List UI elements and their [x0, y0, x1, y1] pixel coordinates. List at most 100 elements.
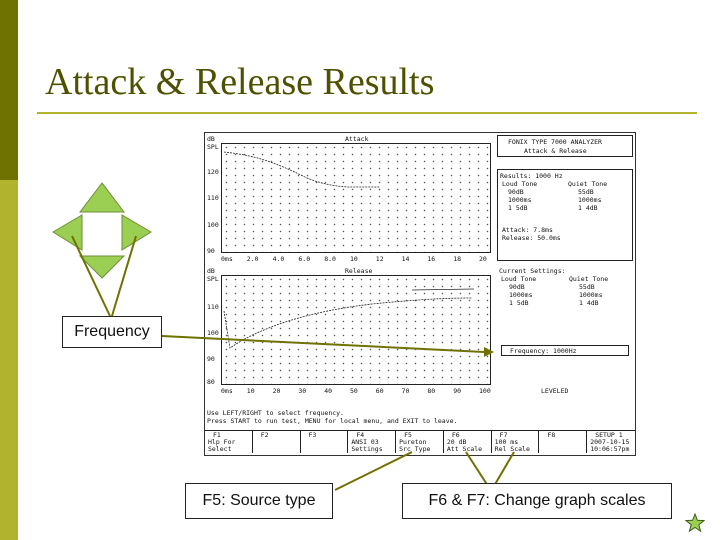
arrow-down-icon[interactable] — [78, 255, 126, 279]
function-key-key: F1 — [213, 431, 221, 439]
function-key-key: F8 — [547, 431, 556, 439]
function-key-f7[interactable]: F7 100 ms Rel Scale — [492, 431, 540, 453]
function-key-line2: Settings — [351, 445, 383, 453]
release-x-tick: 10 — [246, 387, 255, 395]
release-x-tick: 40 — [324, 387, 333, 395]
release-x-tick: 90 — [453, 387, 462, 395]
attack-x-tick: 0ms — [221, 255, 233, 263]
function-key-bar: F1 Hlp For Select F2 F3 F4 ANSI 03 Settings F5 Pu… — [205, 430, 635, 455]
function-key-line1: Hlp For — [208, 438, 236, 446]
function-key-f3[interactable]: F3 — [301, 431, 349, 453]
function-key-line2: Select — [208, 445, 232, 453]
function-key-f5[interactable]: F5 Pureton Src Type — [396, 431, 444, 453]
function-key-key: F2 — [260, 431, 269, 439]
release-graph-title: Release — [345, 267, 373, 275]
release-x-tick: 60 — [375, 387, 384, 395]
attack-x-tick: 6.0 — [298, 255, 311, 263]
results-loud-level: 90dB — [508, 188, 524, 196]
function-key-line1: Pureton — [399, 438, 427, 446]
sidebar-accent — [0, 0, 18, 540]
attack-y-tick: 120 — [207, 168, 219, 176]
function-key-line1: 2007-10-15 — [590, 438, 630, 446]
results-loud-duration: 1000ms — [508, 196, 532, 204]
arrow-up-icon[interactable] — [78, 182, 126, 213]
callout-line-f6 — [465, 451, 489, 487]
results-loud-header: Loud Tone — [502, 180, 538, 188]
release-x-tick: 30 — [298, 387, 307, 395]
release-y-tick: 110 — [207, 303, 219, 311]
function-key-f1[interactable]: F1 Hlp For Select — [205, 431, 253, 453]
release-unit-spl: SPL — [207, 275, 219, 283]
release-y-tick: 80 — [207, 378, 215, 386]
sidebar-accent-dark — [0, 0, 18, 180]
function-key-f6[interactable]: F6 20 dB Att Scale — [444, 431, 492, 453]
release-x-tick: 50 — [350, 387, 358, 395]
attack-x-tick: 18 — [453, 255, 462, 263]
function-key-line2: 10:06:57pm — [590, 445, 630, 453]
results-heading: Results: 1000 Hz — [500, 172, 563, 180]
function-key-key: F3 — [308, 431, 317, 439]
results-panel: Results: 1000 Hz Loud Tone 90dB 1000ms 1… — [497, 169, 633, 261]
results-quiet-tolerance: 1 4dB — [578, 204, 598, 212]
f6-f7-label: F6 & F7: Change graph scales — [402, 483, 672, 519]
attack-curve — [223, 151, 380, 188]
settings-loud-duration: 1000ms — [509, 291, 533, 299]
settings-quiet-duration: 1000ms — [579, 291, 603, 299]
function-key-key: F5 — [404, 431, 412, 439]
release-x-tick: 20 — [272, 387, 281, 395]
callout-line-frequency — [161, 335, 485, 353]
function-key-line2: Rel Scale — [494, 445, 530, 453]
results-attack: Attack: 7.8ms — [502, 226, 553, 234]
attack-x-tick: 8.0 — [324, 255, 336, 263]
star-icon — [685, 513, 705, 533]
results-quiet-header: Quiet Tone — [568, 180, 608, 188]
function-key-setup-1[interactable]: SETUP 1 2007-10-15 10:06:57pm — [587, 431, 635, 453]
release-x-tick: 70 — [401, 387, 410, 395]
function-key-key: F4 — [356, 431, 365, 439]
frequency-readout[interactable]: Frequency: 1000Hz — [501, 345, 629, 356]
release-curve — [223, 297, 473, 349]
release-x-tick: 0ms — [221, 387, 233, 395]
attack-unit-db: dB — [207, 135, 215, 143]
attack-x-tick: 4.0 — [272, 255, 285, 263]
function-key-line1: 100 ms — [494, 438, 519, 446]
callout-arrowhead — [484, 347, 494, 357]
results-quiet-duration: 1000ms — [578, 196, 602, 204]
frequency-readout-text: Frequency: 1000Hz — [510, 347, 577, 355]
attack-unit-spl: SPL — [207, 143, 219, 151]
f5-label: F5: Source type — [185, 483, 333, 519]
arrow-right-icon[interactable] — [121, 214, 152, 251]
release-graph — [221, 275, 491, 385]
attack-y-tick: 100 — [207, 221, 219, 229]
function-key-line1: ANSI 03 — [351, 438, 379, 446]
function-key-f2[interactable]: F2 — [253, 431, 301, 453]
callout-line-f5 — [334, 451, 413, 491]
release-y-tick: 90 — [207, 355, 215, 363]
results-release: Release: 50.0ms — [502, 234, 561, 242]
attack-x-tick: 12 — [375, 255, 384, 263]
analyzer-screen: dB SPL Attack 120 110 100 90 0ms 2.0 4.0 6.… — [204, 132, 636, 456]
function-key-line2: Att Scale — [446, 445, 483, 453]
function-key-f8[interactable]: F8 — [539, 431, 588, 453]
release-unit-db: dB — [207, 267, 215, 275]
release-y-tick: 100 — [207, 329, 219, 337]
release-x-tick: 80 — [427, 387, 436, 395]
instruction-line: Press START to run test, MENU for local … — [207, 417, 458, 425]
function-key-line1: 20 dB — [446, 438, 467, 446]
function-key-f4[interactable]: F4 ANSI 03 Settings — [348, 431, 397, 453]
title-divider — [37, 112, 697, 114]
settings-loud-header: Loud Tone — [501, 275, 537, 283]
callout-line-f7 — [493, 451, 515, 487]
attack-x-tick: 10 — [350, 255, 358, 263]
attack-x-tick: 20 — [479, 255, 487, 263]
arrow-keypad — [52, 182, 152, 279]
callout-line-left — [71, 235, 111, 317]
settings-quiet-level: 55dB — [579, 283, 595, 291]
function-key-key: F6 — [451, 431, 460, 439]
attack-y-tick: 110 — [207, 194, 219, 202]
release-x-tick: 100 — [479, 387, 491, 395]
analyzer-header-title: FONIX TYPE 7000 ANALYZER — [508, 138, 602, 146]
attack-y-tick: 90 — [207, 247, 215, 255]
attack-graph-title: Attack — [345, 135, 369, 143]
